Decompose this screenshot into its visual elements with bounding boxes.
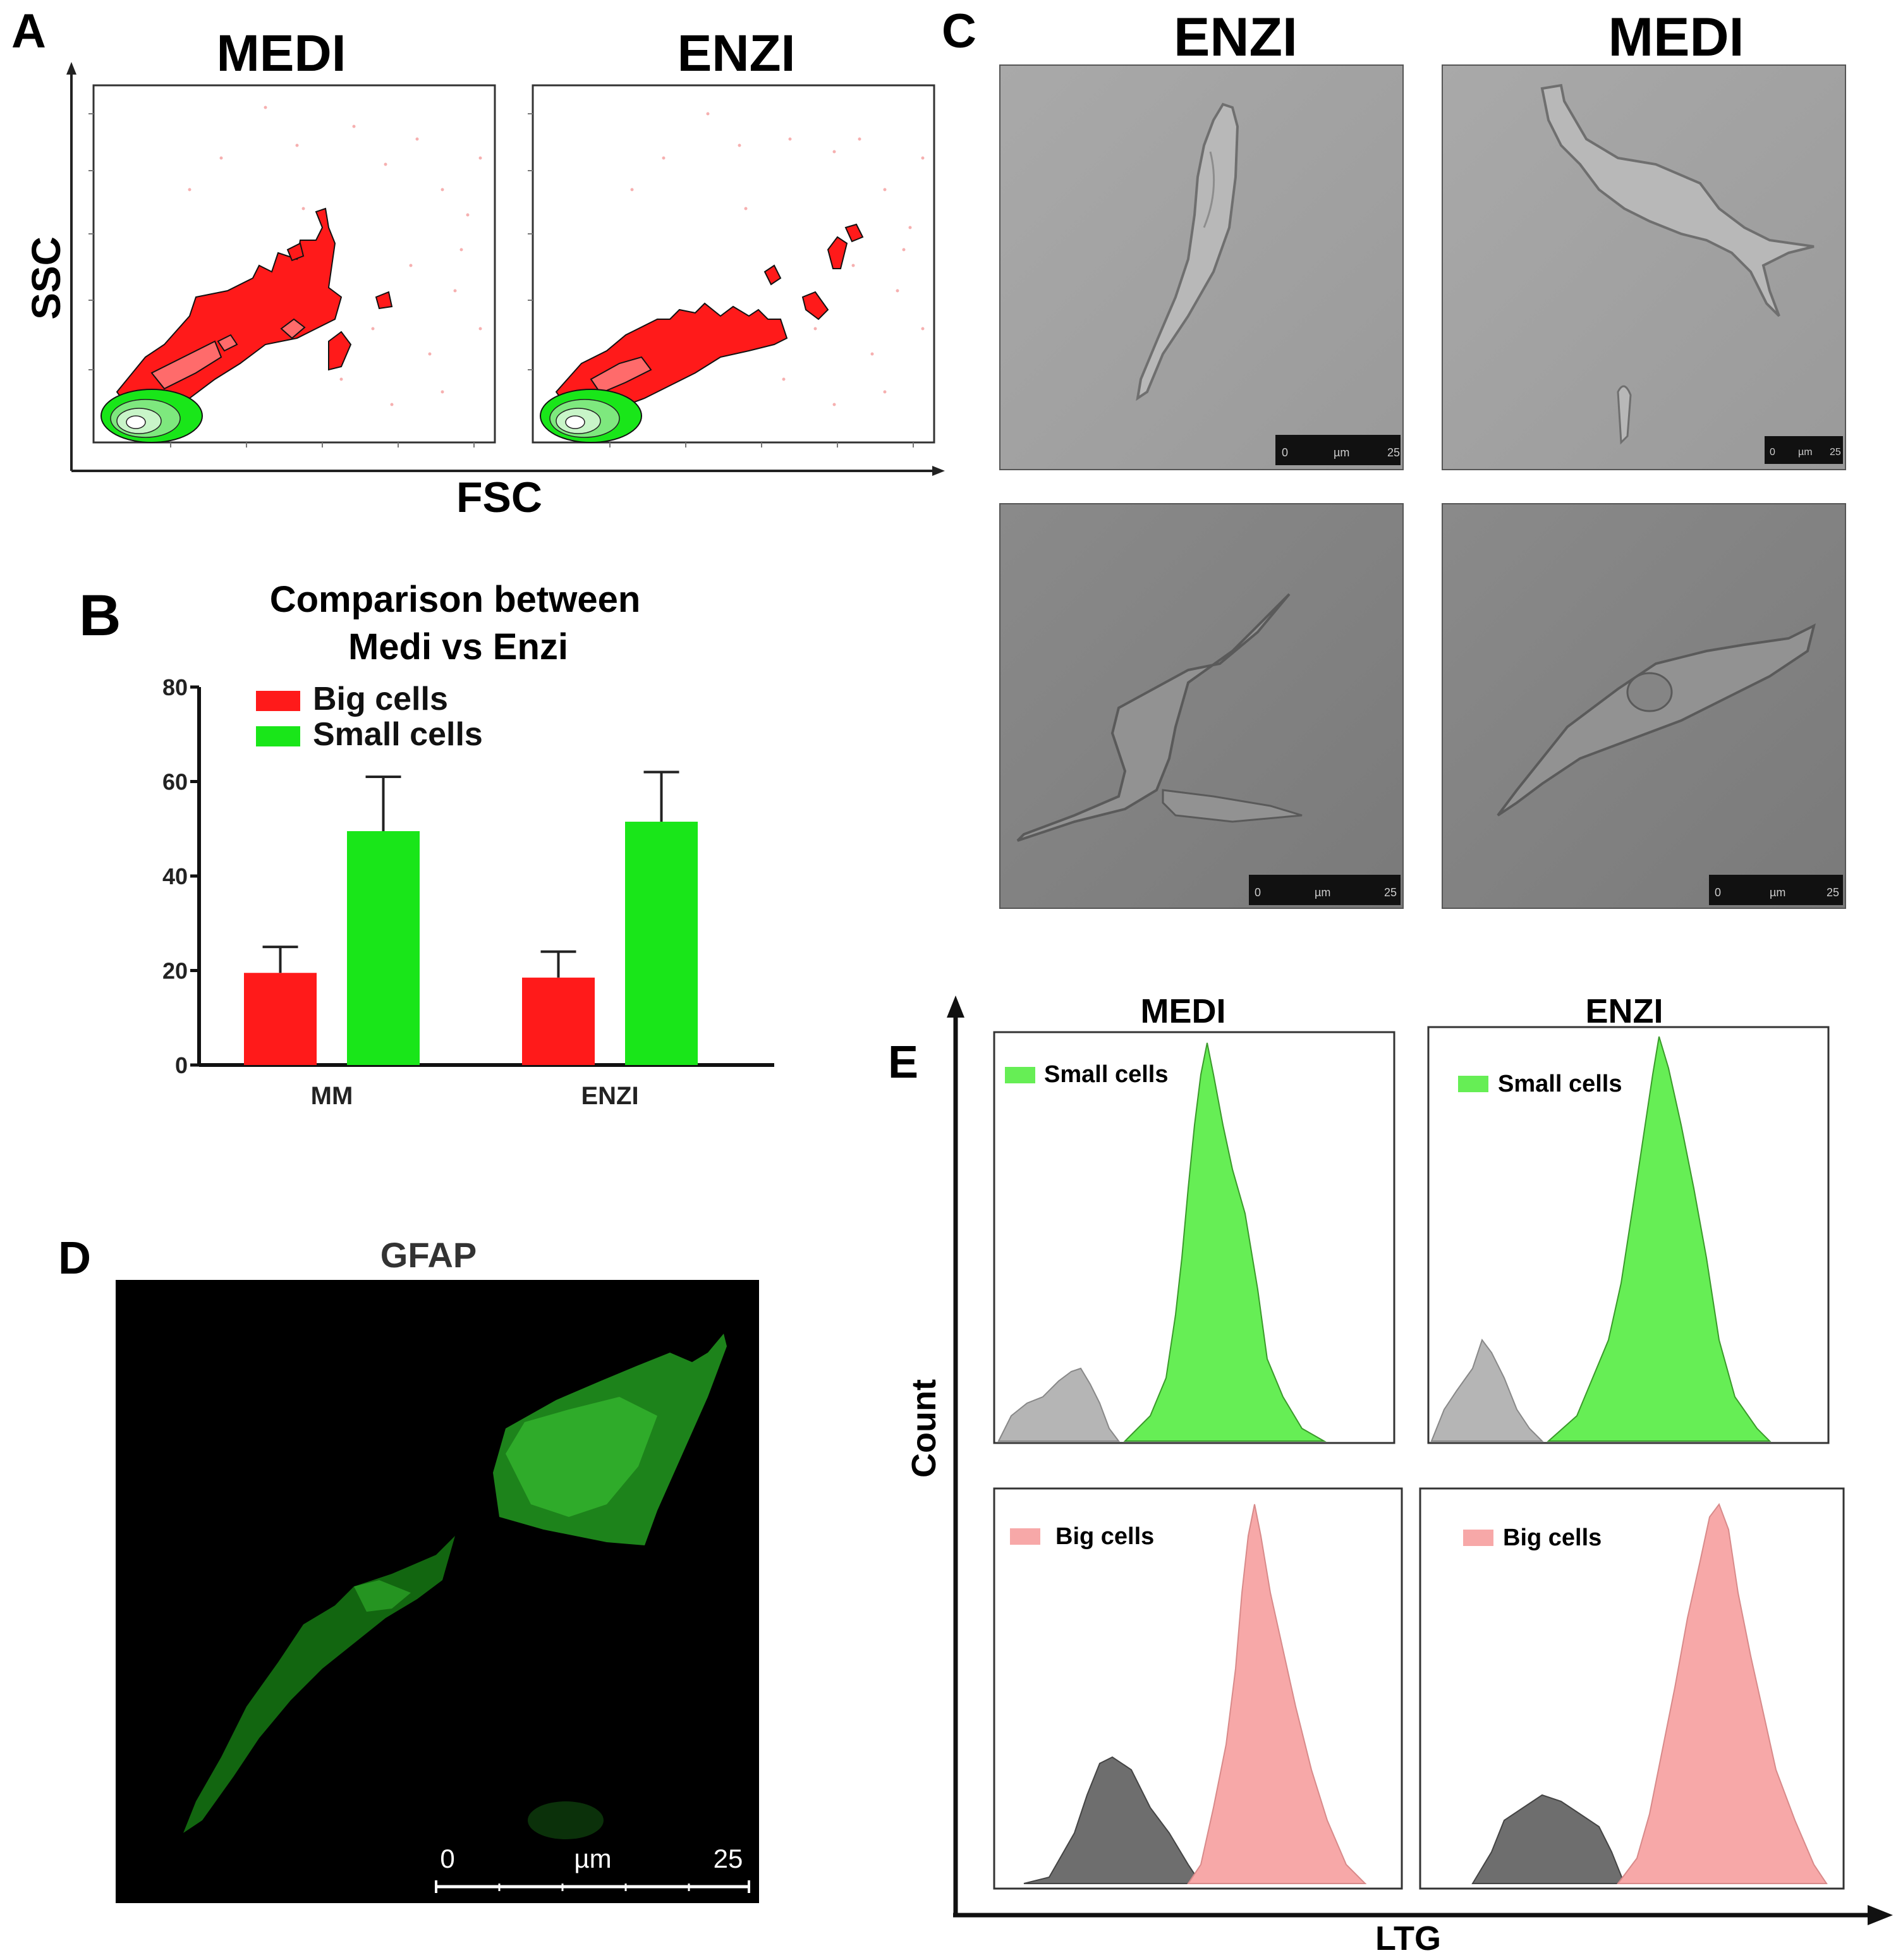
panel-a-xlabel: FSC [456,473,542,521]
y-tick-label: 20 [162,958,188,984]
legend-swatch [256,691,300,711]
panel-e-ylabel: Count [905,1379,943,1478]
panel-d: D GFAP 0 µm 25 [58,1233,759,1903]
scatter-dots-enzi [630,112,925,406]
histogram-enzi-big: Big cells [1419,1487,1845,1890]
scatter-ticks-enzi [528,113,914,447]
bar-big-cells-enzi [522,977,595,1065]
panel-letter-c: C [942,4,976,58]
scalebar-unit-c2: µm [1798,447,1813,458]
scatter-dots-medi [188,106,482,406]
scalebar-unit-c4: µm [1770,886,1785,899]
x-tick-label: ENZI [581,1082,638,1110]
panel-d-title: GFAP [380,1235,477,1275]
panel-c-title-medi: MEDI [1608,7,1744,68]
micrograph-medi-bottom: 0 µm 25 [1442,503,1846,909]
legend-label: Small cells [313,716,483,753]
scalebar-end-c4: 25 [1827,886,1839,899]
scalebar-start-c2: 0 [1770,447,1775,458]
scalebar-end-c1: 25 [1387,446,1400,459]
legend-small-medi: Small cells [1044,1061,1168,1088]
gfap-scalebar: 0 µm 25 [435,1844,750,1893]
panel-a-title-enzi: ENZI [678,25,796,82]
panel-letter-a: A [11,4,46,58]
bar-small-cells-enzi [625,822,698,1065]
panel-b: B Comparison between Medi vs Enzi 0 20 40 6… [79,579,774,1110]
gfap-scalebar-start: 0 [440,1844,454,1873]
legend-big-enzi: Big cells [1503,1525,1602,1551]
legend-small-enzi: Small cells [1498,1071,1622,1097]
micrograph-medi-top: 0 µm 25 [1442,64,1846,470]
gfap-scalebar-unit: µm [574,1844,611,1873]
y-tick-label: 40 [162,863,188,889]
scalebar-start-c4: 0 [1715,886,1721,899]
panel-a: A MEDI ENZI SSC FSC [11,4,945,521]
y-tick-label: 0 [175,1052,188,1078]
x-tick-label: MM [311,1082,353,1110]
histogram-medi-small: Small cells [993,1031,1395,1444]
panel-letter-b: B [79,583,121,648]
panel-e-xlabel: LTG [1375,1920,1441,1957]
y-tick-label: 60 [162,769,188,795]
gfap-fluorescence-image: 0 µm 25 [116,1280,759,1903]
chart-title-line-1: Comparison between [270,579,641,620]
chart-title-line-2: Medi vs Enzi [348,626,568,667]
panel-e-title-enzi: ENZI [1585,992,1663,1030]
panel-letter-e: E [888,1037,918,1088]
micrograph-enzi-bottom: 0 µm 25 [999,503,1404,909]
legend-label: Big cells [313,681,448,717]
scalebar-start-c1: 0 [1282,446,1288,459]
micrograph-enzi-top: 0 µm 25 [999,64,1404,470]
scalebar-start-c3: 0 [1255,886,1261,899]
panel-a-title-medi: MEDI [217,25,346,82]
histogram-medi-big: Big cells [993,1487,1403,1890]
panel-letter-d: D [58,1233,91,1284]
scatter-plot-enzi [528,84,935,447]
panel-a-ylabel: SSC [23,236,69,320]
scatter-plot-medi [88,84,496,447]
panel-c-title-enzi: ENZI [1174,7,1298,68]
histogram-enzi-small: Small cells [1427,1026,1830,1444]
scalebar-end-c3: 25 [1384,886,1397,899]
legend-big-medi: Big cells [1055,1523,1154,1550]
scalebar-end-c2: 25 [1830,447,1841,458]
panel-e: E MEDI ENZI Count LTG Small cells Small … [888,992,1893,1957]
scatter-ticks-medi [88,113,475,447]
panel-c: C ENZI MEDI 0 µm 25 0 µm 25 [942,4,1846,909]
gfap-scalebar-end: 25 [714,1844,743,1873]
legend-swatch [256,726,300,746]
panel-a-axes [66,62,945,476]
panel-e-title-medi: MEDI [1141,992,1226,1030]
scalebar-unit-c3: µm [1315,886,1330,899]
bar-small-cells-mm [347,831,420,1065]
y-tick-label: 80 [162,674,188,700]
panel-e-axes [947,995,1893,1925]
bar-big-cells-mm [244,973,317,1065]
scalebar-unit-c1: µm [1334,446,1349,459]
